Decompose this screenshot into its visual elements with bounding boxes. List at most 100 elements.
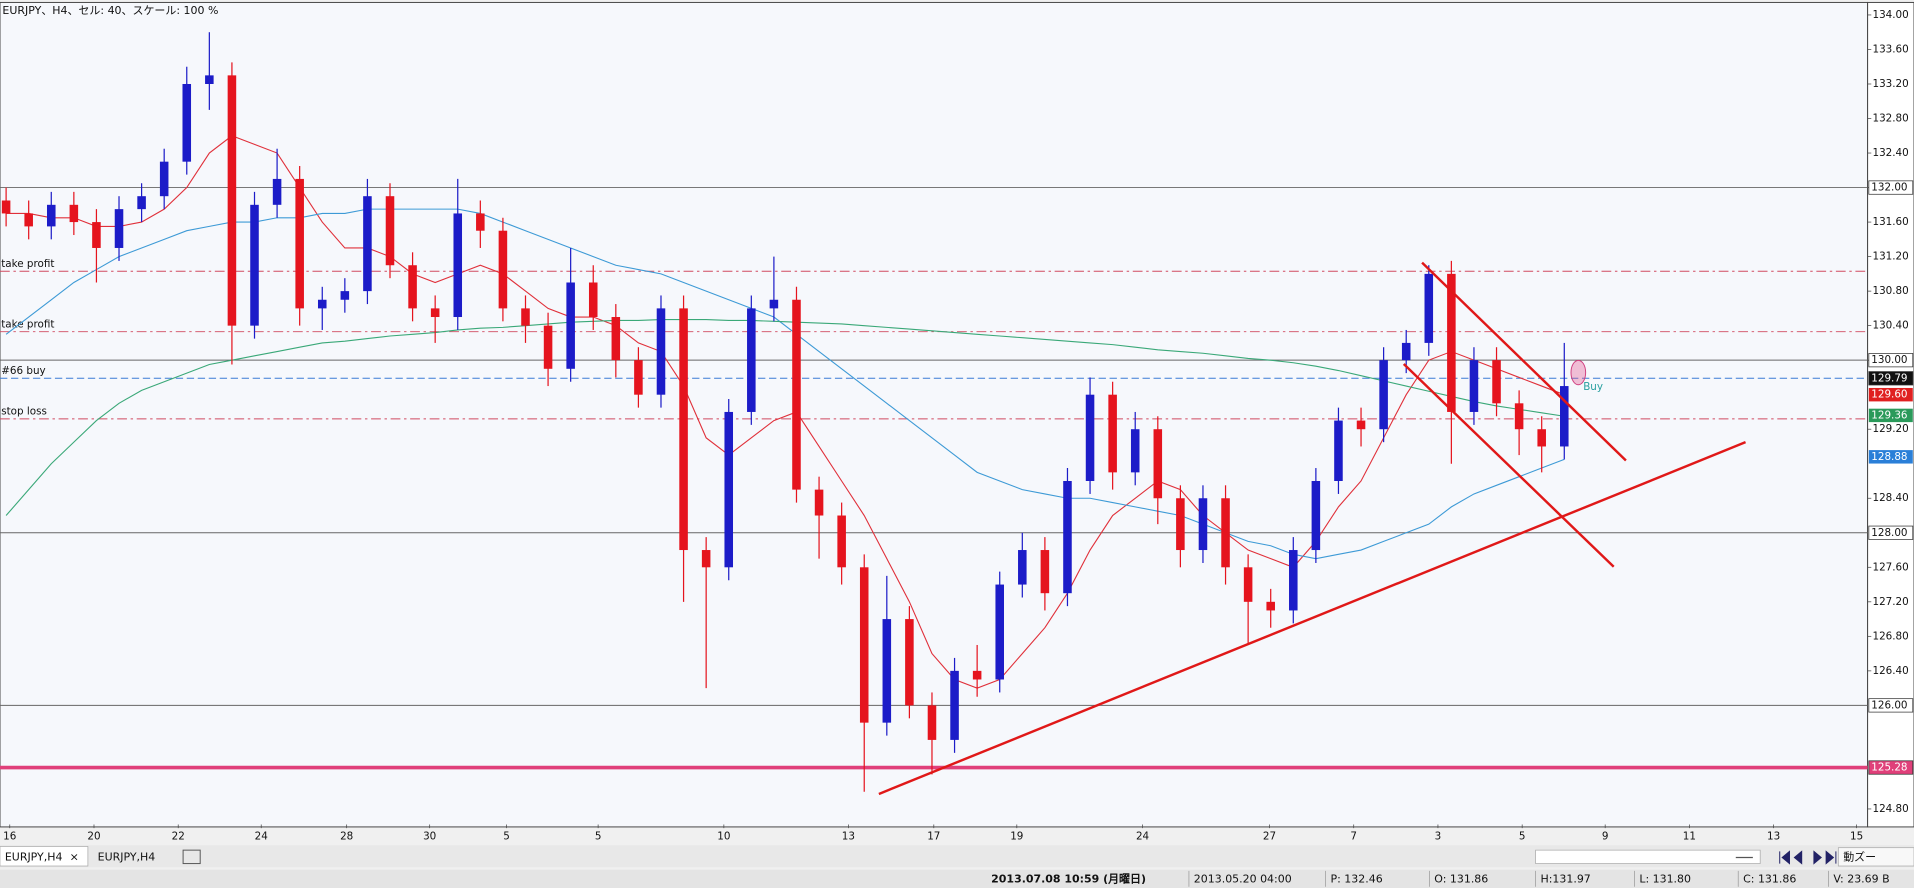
candle-body: [295, 178, 304, 309]
level-box-label: 126.00: [1871, 699, 1907, 711]
x-tick-label: 22: [172, 831, 185, 843]
candle-body: [498, 230, 508, 309]
level-label: take profit: [1, 318, 54, 330]
candle-body: [1469, 360, 1479, 412]
status-item: V: 23.69 B: [1833, 872, 1889, 885]
x-tick-label: 13: [842, 831, 855, 843]
status-item: 2013.07.08 10:59 (月曜日): [991, 872, 1146, 885]
candle-body: [1537, 429, 1546, 447]
candle-body: [46, 204, 56, 227]
x-tick-label: 3: [1435, 831, 1442, 843]
x-tick-label: 5: [595, 831, 602, 843]
candle-body: [950, 670, 959, 740]
candle-body: [430, 308, 440, 318]
status-bar: [0, 869, 1914, 888]
trendline: [1402, 363, 1615, 568]
candle-body: [611, 317, 621, 361]
y-tick-label: 134.00: [1872, 9, 1908, 21]
x-tick-label: 24: [255, 831, 269, 843]
tab-close[interactable]: ×: [70, 850, 79, 863]
x-tick-label: 17: [927, 831, 940, 843]
candle-body: [1289, 550, 1298, 611]
candle-body: [882, 619, 892, 723]
candle-body: [1198, 498, 1208, 551]
candle-body: [1514, 403, 1524, 430]
tab[interactable]: [0, 846, 89, 867]
new-window-icon[interactable]: [182, 849, 201, 865]
x-tick-label: 27: [1263, 831, 1276, 843]
candle-body: [1108, 394, 1117, 473]
candle-body: [769, 299, 779, 309]
candle-body: [521, 308, 530, 326]
status-item: H:131.97: [1540, 872, 1590, 885]
candle-body: [1424, 273, 1434, 343]
x-tick-label: 5: [503, 831, 510, 843]
moving-average: [6, 135, 1565, 689]
y-tick-label: 133.20: [1872, 78, 1908, 90]
candle-body: [837, 515, 846, 568]
y-tick-label: 126.80: [1872, 630, 1908, 642]
candle-body: [543, 325, 553, 369]
trendline: [878, 441, 1747, 796]
candle-body: [995, 584, 1004, 680]
candle-body: [1018, 550, 1027, 585]
candle-body: [905, 619, 914, 706]
candle-body: [634, 360, 643, 395]
status-item: 2013.05.20 04:00: [1194, 872, 1292, 885]
candle-body: [137, 196, 146, 210]
candle-body: [476, 213, 485, 231]
candle-body: [588, 282, 598, 318]
candle-body: [159, 161, 169, 197]
candle-body: [1153, 429, 1163, 499]
tab-label[interactable]: EURJPY,H4: [98, 850, 156, 863]
x-tick-label: 11: [1683, 831, 1696, 843]
y-tick-label: 124.80: [1872, 803, 1908, 815]
status-item: O: 131.86: [1434, 872, 1488, 885]
price-marker-label: 129.60: [1871, 389, 1907, 401]
candle-body: [747, 308, 756, 412]
y-tick-label: 128.40: [1872, 492, 1908, 504]
candle-body: [272, 178, 282, 205]
level-box-label: 125.28: [1871, 762, 1907, 774]
candle-body: [814, 489, 824, 516]
nav-buttons[interactable]: [1779, 850, 1837, 865]
level-box: [1868, 353, 1914, 368]
level-box-label: 129.79: [1871, 372, 1907, 384]
trade-marker: [1570, 359, 1587, 386]
y-tick-label: 130.40: [1872, 320, 1908, 332]
candle-body: [205, 75, 214, 84]
candle-body: [656, 308, 666, 395]
candle-body: [1063, 480, 1072, 594]
y-tick-label: 127.20: [1872, 596, 1908, 608]
candle-body: [114, 209, 124, 248]
y-tick-label: 126.40: [1872, 665, 1908, 677]
candle-body: [724, 411, 734, 568]
candle-body: [1130, 429, 1140, 473]
tab-label[interactable]: EURJPY,H4: [5, 850, 63, 863]
x-tick-label: 19: [1010, 831, 1023, 843]
scrollbar[interactable]: [1535, 849, 1761, 864]
candle-body: [1085, 394, 1095, 481]
candle-body: [1, 200, 11, 214]
candle-body: [701, 550, 711, 568]
candle-body: [1334, 420, 1343, 481]
candle-body: [1040, 550, 1050, 594]
x-tick-label: 9: [1602, 831, 1609, 843]
chart-header: EURJPY、H4、セル: 40、スケール: 100 %: [2, 4, 218, 17]
level-box-label: 128.00: [1871, 527, 1907, 539]
candle-body: [453, 213, 463, 318]
x-tick-label: 5: [1519, 831, 1526, 843]
plot: 134.00 133.60 133.20 132.80 132.40 132.00 131.…: [0, 9, 1914, 843]
x-tick-label: 20: [87, 831, 100, 843]
zoom-button[interactable]: [1837, 847, 1914, 867]
candle-body: [385, 196, 395, 266]
candle-body: [92, 222, 101, 248]
candle-body: [972, 670, 982, 680]
y-tick-label: 127.60: [1872, 561, 1908, 573]
x-tick-label: 24: [1136, 831, 1150, 843]
candle-body: [227, 75, 237, 326]
zoom-button-label[interactable]: 動ズー: [1843, 849, 1876, 863]
candle-body: [1560, 386, 1569, 447]
trendlines: [878, 261, 1747, 796]
candle-body: [363, 196, 372, 292]
